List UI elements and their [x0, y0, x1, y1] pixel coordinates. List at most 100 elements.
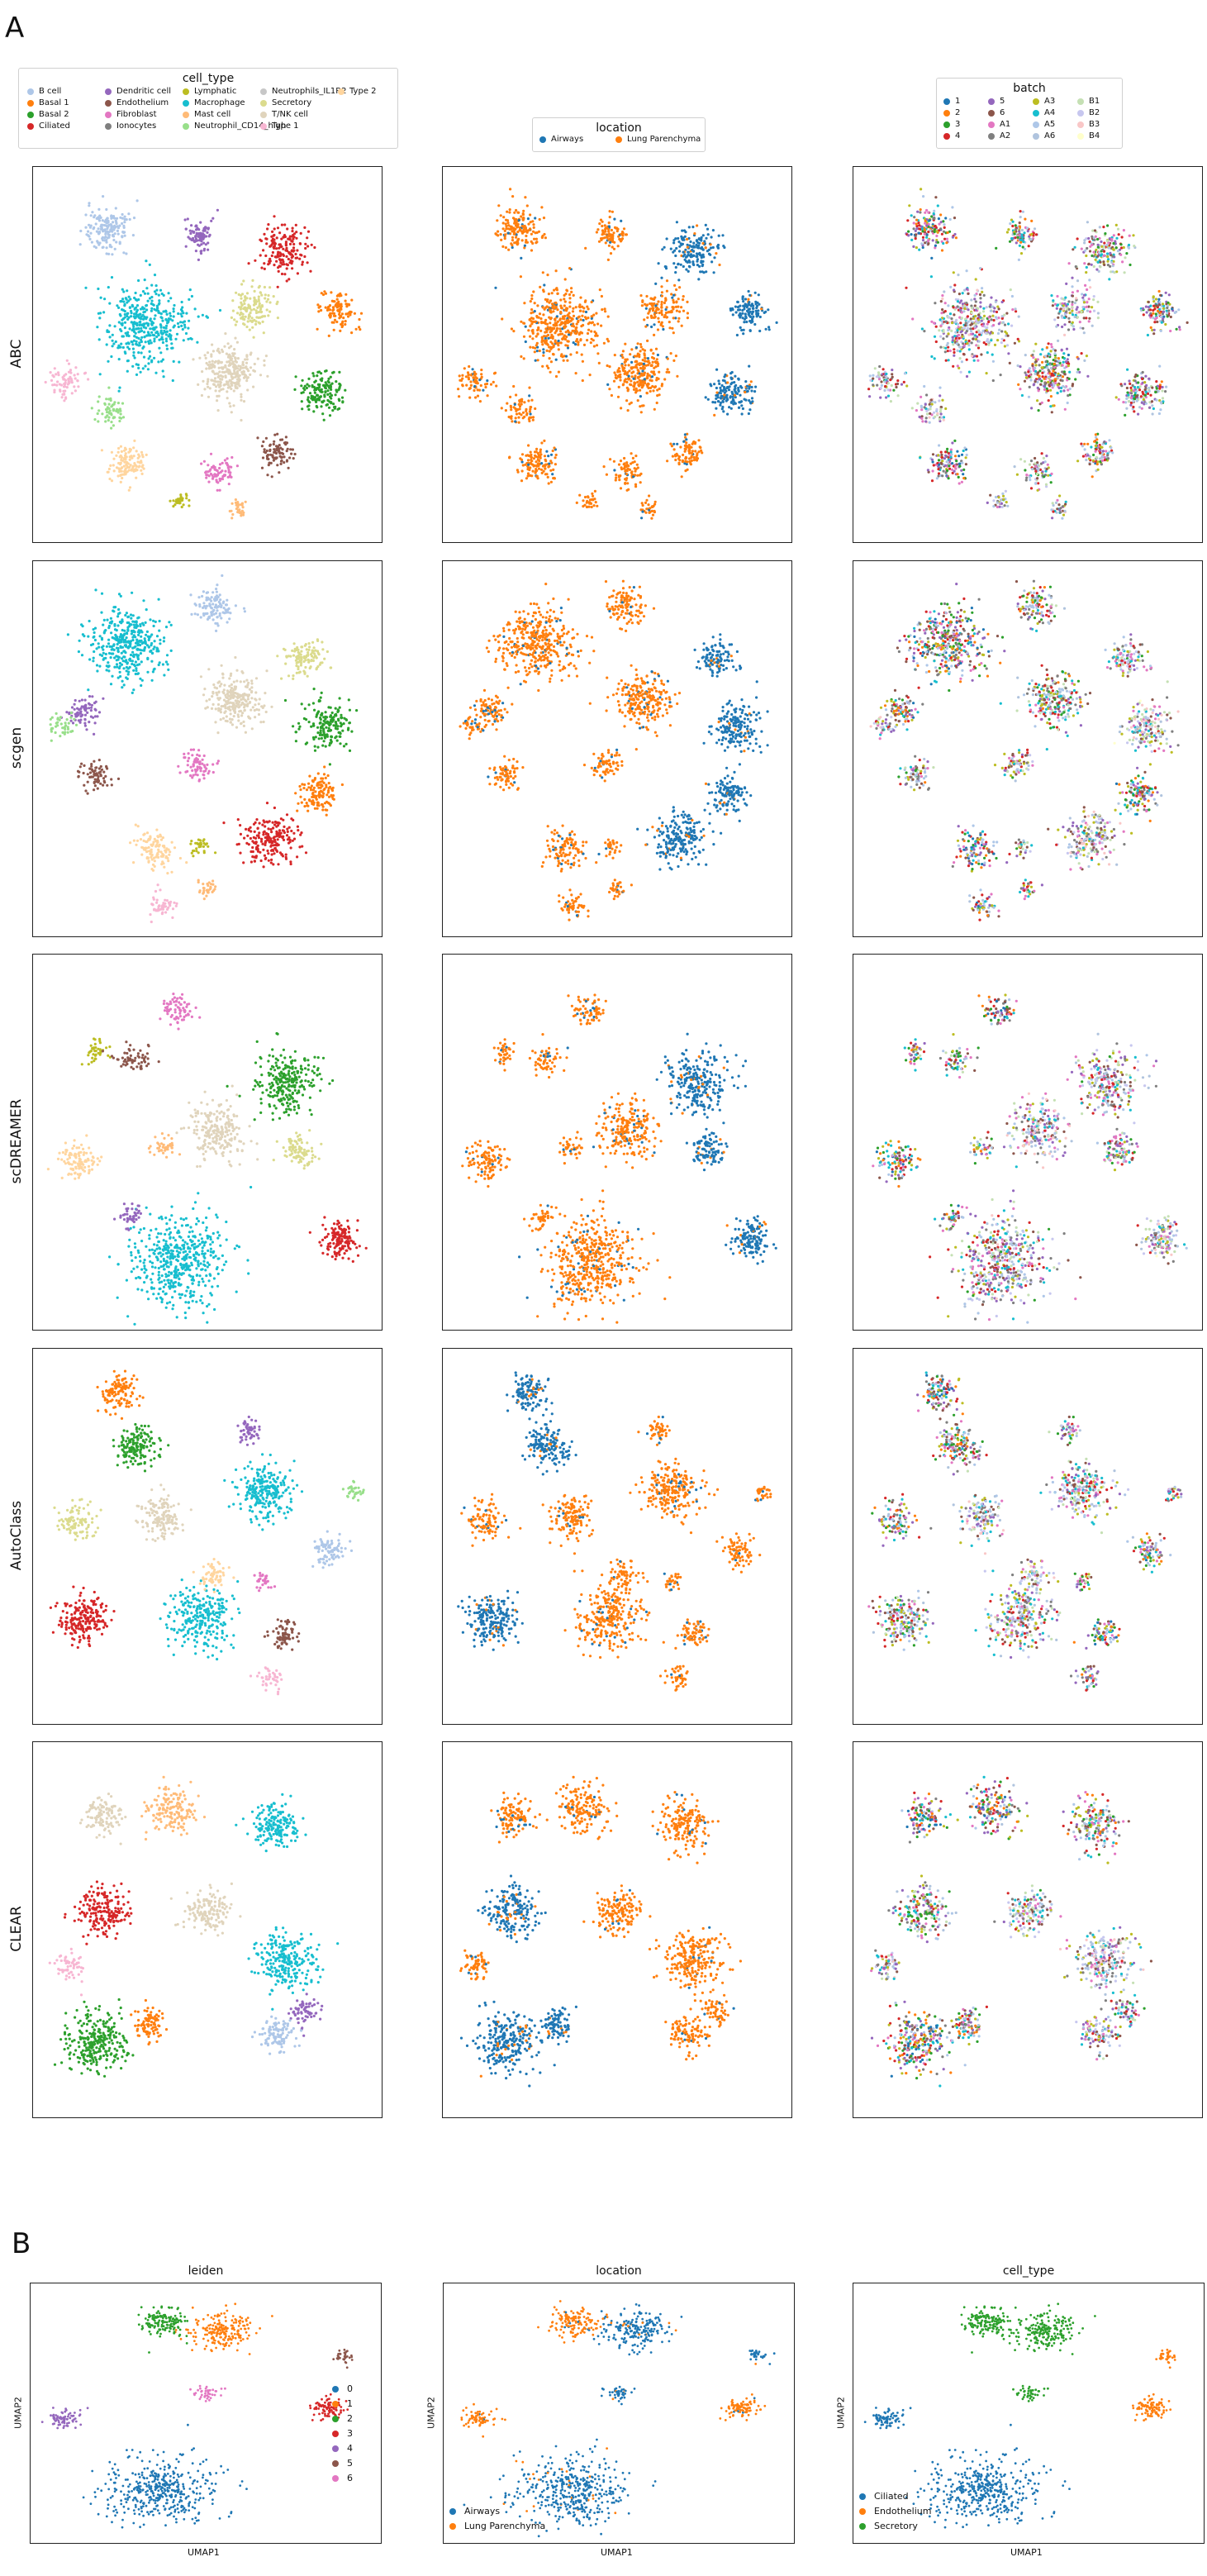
- scatter-point: [1013, 232, 1016, 236]
- scatter-point: [568, 333, 571, 336]
- scatter-point: [77, 385, 80, 388]
- scatter-point: [277, 269, 280, 273]
- scatter-point: [264, 355, 268, 358]
- scatter-point: [306, 236, 309, 240]
- scatter-point: [1029, 238, 1033, 241]
- scatter-point: [112, 226, 116, 229]
- scatter-point: [127, 347, 131, 350]
- scatter-point: [962, 344, 966, 347]
- scatter-point: [244, 358, 247, 361]
- scatter-point: [110, 450, 113, 454]
- scatter-point: [126, 301, 129, 304]
- scatter-point: [150, 295, 154, 299]
- scatter-point: [686, 237, 689, 241]
- scatter-point: [135, 363, 138, 366]
- scatter-point: [311, 372, 315, 375]
- scatter-point: [690, 245, 693, 248]
- scatter-point: [307, 384, 311, 388]
- scatter-point: [563, 298, 566, 301]
- scatter-point: [934, 224, 937, 228]
- scatter-point: [1009, 222, 1012, 226]
- scatter-point: [209, 452, 213, 455]
- legend-label: Lung Parenchyma: [627, 135, 701, 144]
- scatter-point: [1094, 258, 1097, 261]
- scatter-point: [121, 235, 124, 238]
- scatter-point: [265, 308, 268, 312]
- scatter-point: [137, 453, 140, 456]
- scatter-point: [300, 254, 303, 257]
- scatter-point: [710, 384, 713, 388]
- scatter-point: [218, 385, 221, 388]
- scatter-point: [933, 228, 937, 231]
- scatter-point: [209, 363, 212, 366]
- scatter-point: [1015, 241, 1018, 245]
- scatter-point: [268, 257, 272, 260]
- cluster-points: [200, 452, 239, 492]
- scatter-point: [549, 469, 553, 472]
- scatter-point: [690, 459, 693, 462]
- scatter-point: [610, 228, 613, 232]
- scatter-point: [111, 403, 114, 407]
- scatter-point: [249, 366, 253, 369]
- scatter-point: [601, 308, 604, 312]
- scatter-point: [183, 323, 187, 326]
- scatter-point: [739, 400, 744, 403]
- scatter-point: [1084, 249, 1087, 252]
- scatter-point: [1000, 341, 1003, 345]
- scatter-point: [951, 206, 954, 209]
- scatter-point: [172, 315, 175, 318]
- scatter-point: [1111, 264, 1114, 268]
- scatter-point: [116, 304, 119, 307]
- scatter-point: [935, 230, 939, 233]
- scatter-point: [135, 312, 138, 316]
- scatter-point: [256, 357, 259, 360]
- scatter-point: [123, 304, 126, 307]
- scatter-point: [126, 345, 130, 349]
- scatter-point: [928, 219, 931, 222]
- scatter-point: [261, 315, 264, 318]
- scatter-point: [619, 459, 623, 463]
- scatter-point: [1018, 234, 1021, 237]
- cell-type-legend-item: T/NK cell: [260, 110, 308, 120]
- scatter-point: [273, 227, 276, 231]
- scatter-point: [230, 509, 233, 512]
- scatter-point: [62, 389, 65, 393]
- legend-label: A1: [1000, 120, 1010, 129]
- scatter-point: [274, 451, 278, 455]
- scatter-point: [273, 440, 276, 443]
- scatter-point: [495, 384, 498, 388]
- scatter-point: [646, 316, 649, 319]
- scatter-point: [286, 227, 289, 231]
- scatter-point: [292, 246, 296, 250]
- scatter-point: [525, 204, 529, 207]
- scatter-point: [140, 465, 144, 469]
- scatter-point: [1127, 243, 1131, 247]
- scatter-point: [951, 236, 954, 239]
- scatter-point: [216, 409, 220, 412]
- scatter-point: [588, 498, 592, 502]
- scatter-point: [165, 312, 169, 316]
- scatter-point: [644, 325, 648, 328]
- scatter-point: [758, 329, 762, 333]
- scatter-point: [545, 322, 549, 326]
- legend-marker: [988, 132, 995, 140]
- scatter-point: [987, 316, 991, 319]
- scatter-point: [674, 254, 677, 258]
- scatter-point: [106, 230, 109, 233]
- scatter-point: [338, 294, 341, 298]
- scatter-point: [162, 310, 165, 313]
- scatter-point: [131, 234, 135, 237]
- scatter-point: [683, 450, 687, 453]
- scatter-point: [669, 352, 672, 355]
- scatter-point: [227, 369, 230, 372]
- scatter-point: [293, 388, 297, 391]
- scatter-point: [518, 407, 521, 411]
- scatter-point: [344, 388, 347, 392]
- scatter-point: [596, 334, 599, 337]
- scatter-point: [650, 364, 653, 367]
- legend-label: 6: [1000, 108, 1005, 117]
- scatter-point: [520, 402, 523, 406]
- legend-label: A5: [1044, 120, 1055, 129]
- scatter-point: [224, 469, 227, 473]
- scatter-point: [267, 293, 270, 298]
